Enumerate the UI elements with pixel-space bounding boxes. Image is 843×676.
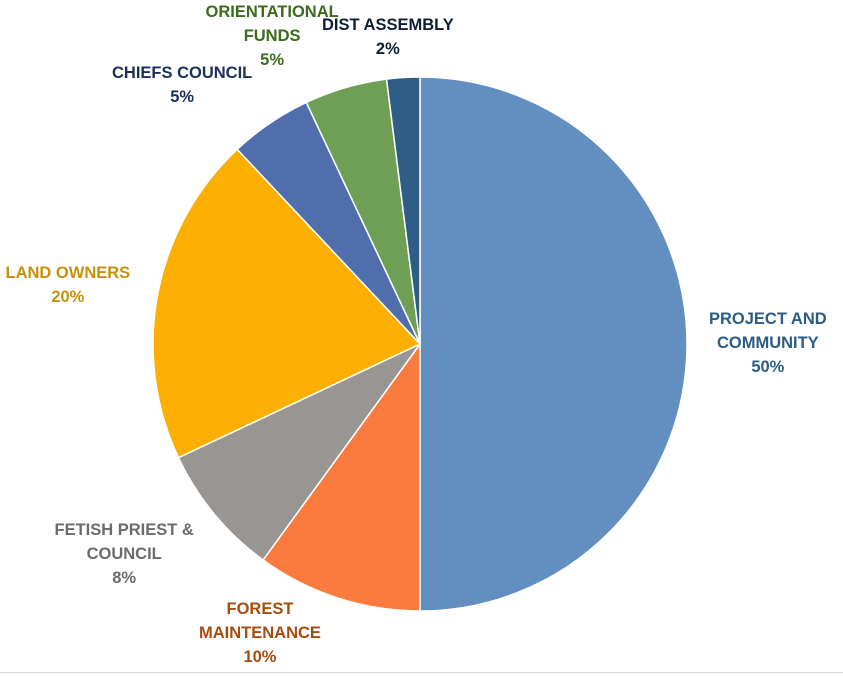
slice-value-label: 20% [51, 288, 85, 306]
slice-value-label: 5% [260, 51, 285, 69]
pie-slice [419, 76, 688, 612]
slice-label-name: FOREST [226, 600, 294, 618]
slice-label: ORIENTATIONAL FUNDS 5% [206, 0, 339, 72]
slice-label: FETISH PRIEST & COUNCIL 8% [55, 518, 194, 590]
slice-label-name: COMMUNITY [716, 334, 819, 352]
pie-slices [152, 76, 688, 612]
bottom-divider [0, 672, 843, 673]
slice-value-label: 50% [751, 358, 785, 376]
pie-slice [385, 76, 421, 345]
slice-label-name: LAND OWNERS [5, 264, 131, 282]
slice-label: LAND OWNERS 20% [6, 261, 131, 309]
slice-label-name: DIST ASSEMBLY [322, 16, 454, 34]
slice-value-label: 2% [375, 40, 400, 58]
slice-value-label: 10% [243, 648, 277, 666]
pie-slice [177, 343, 421, 562]
slice-label-name: FETISH PRIEST & [54, 521, 194, 539]
pie-slice [152, 148, 422, 459]
pie-slice [262, 341, 421, 612]
slice-value-label: 5% [170, 88, 195, 106]
slice-label-name: FUNDS [243, 27, 301, 45]
slice-label-name: CHIEFS COUNCIL [112, 64, 253, 82]
slice-label-name: COUNCIL [86, 545, 162, 563]
slice-label-name: MAINTENANCE [199, 624, 321, 642]
slice-label: DIST ASSEMBLY 2% [322, 13, 454, 61]
slice-label-name: PROJECT AND [709, 310, 827, 328]
slice-label: PROJECT AND COMMUNITY 50% [709, 307, 827, 379]
slice-value-label: 8% [112, 569, 137, 587]
slice-label-name: ORIENTATIONAL [205, 3, 339, 21]
slice-label: FOREST MAINTENANCE 10% [199, 597, 321, 669]
slice-label: CHIEFS COUNCIL 5% [112, 61, 252, 109]
